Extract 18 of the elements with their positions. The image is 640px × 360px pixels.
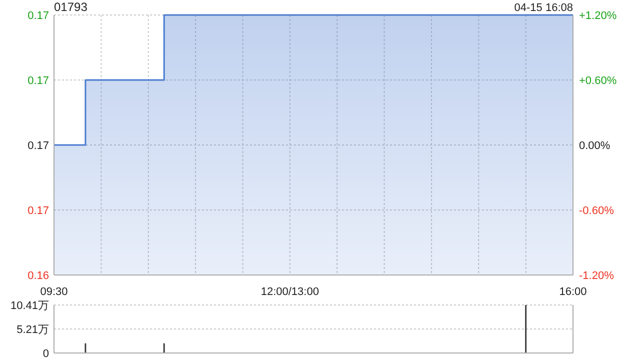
y2-tick-label: -0.60% bbox=[579, 205, 614, 217]
y-tick-label: 10.41万 bbox=[10, 300, 49, 312]
y-tick-label: 5.21万 bbox=[16, 324, 49, 336]
y2-tick-label: +1.20% bbox=[579, 10, 617, 22]
y2-tick-label: +0.60% bbox=[579, 75, 617, 87]
chart-title: 01793 bbox=[54, 0, 88, 14]
y2-tick-label: 0.00% bbox=[579, 140, 610, 152]
y2-tick-label: -1.20% bbox=[579, 270, 614, 282]
y-tick-label: 0.17 bbox=[28, 205, 49, 217]
x-tick-label: 16:00 bbox=[559, 286, 587, 298]
text: 04-15 16:08 bbox=[514, 2, 573, 14]
x-tick-label: 12:00/13:00 bbox=[260, 286, 319, 298]
y-tick-label: 0 bbox=[42, 348, 49, 360]
x-tick-label: 09:30 bbox=[40, 286, 68, 298]
y-tick-label: 0.17 bbox=[28, 10, 49, 22]
y-tick-label: 0.17 bbox=[28, 75, 49, 87]
y-tick-label: 0.17 bbox=[28, 140, 49, 152]
y-tick-label: 0.16 bbox=[28, 270, 49, 282]
